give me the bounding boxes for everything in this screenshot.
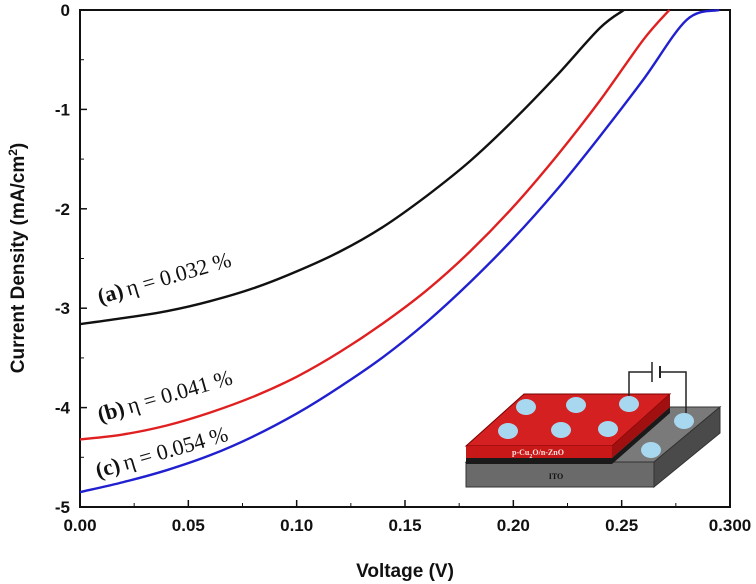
x-tick-label: 0.20 (497, 516, 530, 535)
y-tick-label: 0 (61, 1, 70, 20)
dark-layer-front (466, 458, 612, 464)
contact-dot (498, 423, 518, 439)
x-tick-label: 0.25 (605, 516, 638, 535)
x-tick-label: 0.10 (280, 516, 313, 535)
active-layer-front (466, 446, 612, 458)
x-tick-label: 0.00 (63, 516, 96, 535)
series-line-b (79, 9, 671, 441)
active-layer-side (612, 394, 670, 458)
x-ticks: 0.00 0.05 0.10 0.15 0.20 0.25 0.300 (63, 500, 751, 535)
annotation-a-efficiency: η = 0.032 % (123, 247, 234, 301)
y-tick-label: -5 (55, 498, 70, 517)
y-tick-label: -1 (55, 100, 70, 119)
contact-dot (566, 397, 586, 413)
x-tick-label: 0.05 (172, 516, 205, 535)
y-axis-label-main: Current Density (mA/cm (8, 156, 29, 374)
y-tick-label: -4 (55, 399, 71, 418)
substrate-front (465, 461, 655, 488)
series-lines (79, 8, 720, 494)
dark-layer-side (612, 407, 670, 464)
active-layer-label: p-Cu2O/n-ZnO (512, 448, 564, 460)
wire-right (660, 371, 687, 413)
y-tick-label: -3 (55, 299, 70, 318)
y-tick-label: -2 (55, 200, 70, 219)
contact-dot (619, 396, 639, 412)
y-axis-label-close: ) (8, 143, 29, 149)
x-axis-label: Voltage (V) (356, 561, 454, 582)
y-axis-label-sup: 2 (6, 149, 20, 156)
series-line-a (79, 9, 625, 326)
annotation-a-label: (a) (94, 278, 126, 309)
annotation-c-label: (c) (92, 452, 122, 483)
x-tick-label: 0.15 (388, 516, 421, 535)
series-line-c (79, 8, 720, 494)
svg-text:(b)η = 0.041 %: (b)η = 0.041 % (94, 364, 235, 426)
annotation-c: (c)η = 0.054 % (92, 421, 230, 483)
annotation-b: (b)η = 0.041 % (94, 364, 235, 426)
y-ticks: 0 -1 -2 -3 -4 -5 (55, 1, 87, 517)
contact-dot (641, 442, 661, 458)
active-layer-label-sub: 2 (529, 454, 532, 460)
contact-dot (598, 421, 618, 437)
x-tick-label: 0.300 (709, 516, 752, 535)
contact-dot (516, 399, 536, 415)
active-layer-label-rest: O/n-ZnO (532, 448, 564, 457)
device-schematic-inset: ITO p-Cu2O/n-ZnO (464, 362, 722, 489)
contact-dot (551, 422, 571, 438)
active-layer-label-main: p-Cu (512, 448, 530, 457)
svg-text:(c)η = 0.054 %: (c)η = 0.054 % (92, 421, 230, 483)
y-axis-label: Current Density (mA/cm2) (6, 143, 29, 374)
substrate-label: ITO (549, 472, 564, 481)
annotation-b-label: (b) (94, 395, 127, 426)
wire-left (628, 371, 652, 396)
contact-dot (674, 413, 694, 429)
